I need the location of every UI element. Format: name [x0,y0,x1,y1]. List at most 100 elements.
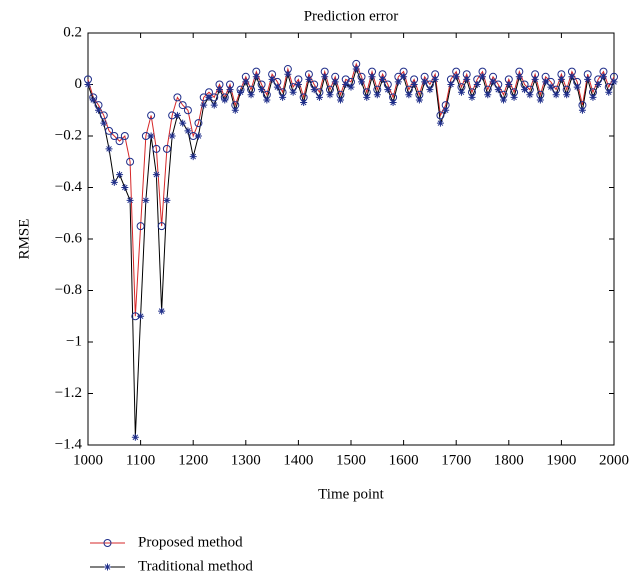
x-tick-label: 1000 [73,452,103,468]
marker [342,81,350,88]
marker [489,78,497,86]
marker [321,73,329,81]
marker [210,101,218,109]
y-tick-label: −0.8 [55,282,82,298]
marker [605,88,613,96]
marker [247,91,255,99]
marker [279,93,287,101]
marker [194,119,203,128]
marker [300,99,308,107]
marker [105,145,113,153]
marker [421,78,429,86]
marker [373,91,381,99]
x-tick-label: 1600 [389,452,419,468]
y-axis-label: RMSE [16,219,32,260]
marker [447,81,455,88]
marker [157,222,166,231]
marker [515,73,523,81]
marker [152,144,161,153]
marker [326,91,334,99]
y-tick-label: 0.2 [63,24,82,40]
marker [452,73,460,81]
x-tick-label: 2000 [599,452,629,468]
legend-marker [104,563,111,571]
marker [436,119,444,127]
marker [89,96,97,104]
y-tick-label: 0 [75,76,83,92]
marker [389,99,397,107]
x-tick-label: 1800 [494,452,524,468]
marker [599,73,607,81]
marker [131,433,139,441]
marker [221,96,229,104]
marker [436,111,445,120]
marker [358,78,366,86]
marker [116,171,124,179]
marker [99,111,108,120]
marker [252,73,260,81]
marker [126,157,135,166]
marker [368,73,376,81]
marker [484,91,492,99]
chart-title: Prediction error [304,8,399,24]
marker [394,78,402,86]
marker [578,106,586,114]
marker [110,178,118,186]
y-tick-label: −0.6 [55,230,83,246]
series-line [87,67,615,438]
y-tick-label: −0.2 [55,127,82,143]
marker [573,83,581,91]
marker [162,144,171,153]
marker [526,91,534,99]
marker [158,307,166,315]
marker [379,75,387,83]
y-tick-label: −1.2 [55,385,82,401]
marker [136,222,145,231]
x-tick-label: 1500 [336,452,366,468]
marker [258,86,266,94]
marker [510,93,518,101]
marker [505,81,513,88]
marker [410,81,418,88]
marker [305,75,313,83]
marker [363,93,371,101]
marker [426,86,434,94]
marker [468,93,476,101]
marker [242,78,250,86]
marker [147,132,155,140]
y-tick-label: −1.4 [55,436,83,452]
marker [126,196,134,204]
marker [331,78,339,86]
x-axis-label: Time point [318,486,385,502]
marker [115,137,124,146]
marker [610,78,618,86]
legend-label: Traditional method [138,558,253,574]
marker [110,132,119,140]
marker [563,91,571,99]
marker [121,184,129,191]
x-tick-label: 1300 [231,452,261,468]
marker [521,86,529,94]
y-tick-label: −0.4 [55,179,83,195]
marker [289,88,297,96]
marker [152,171,160,179]
marker [173,111,181,119]
marker [494,86,502,94]
marker [137,312,145,320]
marker [405,91,413,99]
marker [183,106,192,115]
marker [179,119,187,127]
y-tick-label: −1 [66,333,82,349]
marker [463,75,471,83]
marker [384,86,392,94]
marker [552,91,560,99]
marker [100,119,108,127]
marker [284,70,292,78]
marker [273,83,281,91]
marker [173,93,182,102]
marker [584,75,592,83]
marker [184,127,192,135]
marker [205,93,213,101]
x-tick-label: 1400 [283,452,313,468]
